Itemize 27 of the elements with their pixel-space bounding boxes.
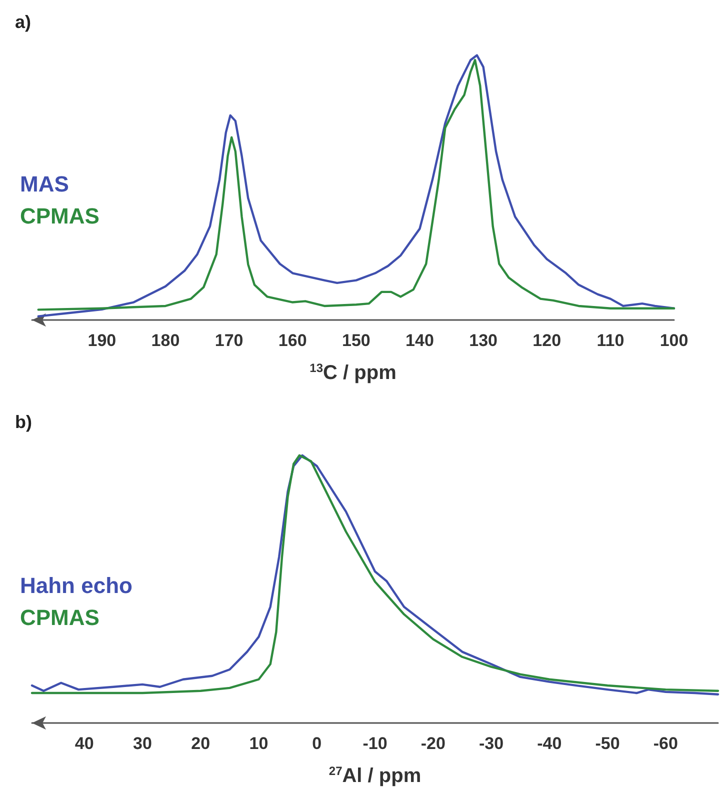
x-tick-label: 110 xyxy=(596,331,624,350)
chart-title: b) xyxy=(15,412,32,432)
text: Hahn echo xyxy=(20,573,132,598)
x-tick-label: -10 xyxy=(362,734,388,753)
x-tick-label: 130 xyxy=(469,331,498,350)
chart-title: a) xyxy=(15,12,32,32)
x-tick-label: 20 xyxy=(191,734,210,753)
x-tick-label: 180 xyxy=(151,331,180,350)
x-tick-label: 40 xyxy=(74,734,94,753)
text: MAS xyxy=(20,172,69,196)
x-tick-label: 140 xyxy=(406,331,434,350)
x-tick-label: 10 xyxy=(249,734,268,753)
x-tick-label: -20 xyxy=(420,734,446,753)
x-tick-label: 0 xyxy=(312,734,322,753)
text: CPMAS xyxy=(20,204,100,228)
x-tick-label: 170 xyxy=(214,331,244,350)
x-tick-label: -50 xyxy=(595,734,620,753)
text: CPMAS xyxy=(20,605,100,630)
x-tick-label: -40 xyxy=(537,734,562,753)
x-tick-label: 160 xyxy=(278,331,307,350)
x-tick-label: 30 xyxy=(132,734,152,753)
x-tick-label: 150 xyxy=(342,331,370,350)
x-tick-label: 120 xyxy=(532,331,562,350)
x-tick-label: -30 xyxy=(478,734,504,753)
x-tick-label: 100 xyxy=(660,331,688,350)
x-tick-label: 190 xyxy=(88,331,116,350)
x-tick-label: -60 xyxy=(653,734,678,753)
